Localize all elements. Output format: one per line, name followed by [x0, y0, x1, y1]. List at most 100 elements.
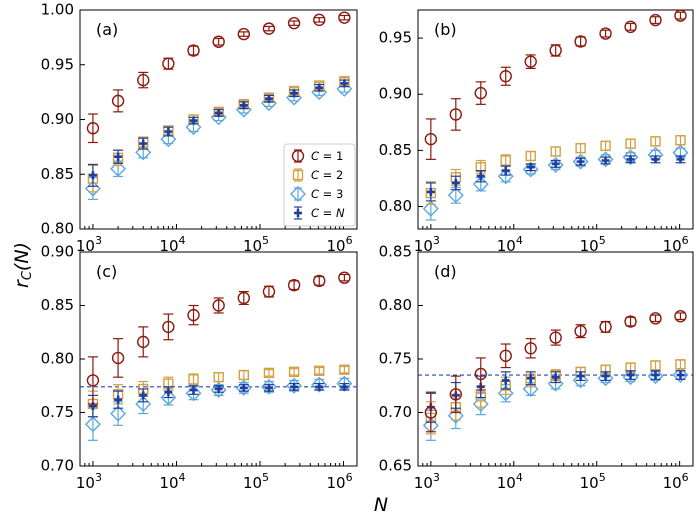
marker-circle — [262, 22, 276, 35]
marker-square — [650, 360, 661, 371]
y-tick-label: 0.95 — [41, 55, 74, 73]
marker-diamond — [185, 385, 202, 402]
x-tick-label: 103 — [414, 471, 440, 492]
marker-plus — [340, 79, 349, 88]
data-point — [263, 94, 274, 103]
x-tick-label: 105 — [243, 471, 269, 492]
marker-circle — [237, 291, 251, 305]
marker-diamond — [447, 187, 464, 204]
marker-circle — [524, 342, 537, 355]
marker-circle — [674, 310, 687, 323]
marker-plus — [626, 371, 635, 380]
data-point — [187, 304, 200, 326]
data-point — [188, 385, 199, 395]
data-point — [625, 138, 636, 149]
marker-square — [525, 150, 536, 162]
marker-plus — [676, 155, 685, 164]
data-point — [238, 101, 249, 110]
data-point — [111, 338, 125, 378]
marker-circle — [549, 331, 562, 344]
y-tick-label: 0.95 — [379, 29, 412, 47]
data-point — [475, 170, 486, 183]
marker-diamond — [160, 131, 177, 148]
marker-plus — [601, 372, 610, 381]
data-point — [525, 371, 536, 386]
data-point — [113, 149, 124, 164]
data-point — [525, 150, 536, 162]
marker-plus — [189, 386, 198, 395]
marker-diamond — [547, 375, 564, 392]
marker-plus — [214, 108, 223, 117]
data-point — [675, 370, 686, 380]
marker-diamond — [497, 168, 514, 185]
marker-diamond — [290, 186, 306, 202]
x-tick-label: 104 — [159, 471, 185, 492]
data-point — [574, 324, 587, 339]
data-point — [575, 371, 586, 381]
marker-plus — [626, 155, 635, 164]
marker-circle — [649, 312, 662, 325]
marker-square — [288, 366, 300, 378]
data-point — [212, 297, 225, 314]
data-point — [424, 118, 438, 160]
data-point — [213, 371, 224, 383]
data-point — [575, 157, 586, 166]
marker-plus — [290, 89, 299, 98]
marker-plus — [139, 139, 148, 148]
marker-circle — [599, 27, 612, 40]
marker-circle — [524, 55, 537, 68]
data-point — [162, 57, 175, 70]
plot-frame — [417, 251, 694, 467]
y-tick-label: 0.85 — [379, 243, 412, 261]
marker-diamond — [84, 416, 101, 433]
marker-plus — [676, 371, 685, 380]
x-tick-label: 106 — [326, 471, 352, 492]
marker-circle — [162, 57, 175, 70]
data-point — [449, 98, 463, 131]
data-point — [500, 154, 511, 167]
data-point — [187, 44, 200, 57]
data-point — [574, 35, 587, 48]
data-point — [314, 365, 325, 376]
y-tick-label: 1.00 — [41, 1, 74, 19]
data-point — [550, 146, 561, 157]
panel-label: (c) — [96, 262, 117, 281]
data-point — [339, 79, 350, 88]
marker-circle — [86, 374, 100, 387]
data-point — [163, 126, 174, 137]
x-tick-label: 105 — [580, 234, 606, 255]
x-axis-title: N — [374, 494, 388, 516]
marker-diamond — [235, 379, 252, 396]
data-point — [137, 71, 150, 89]
data-point — [289, 89, 300, 98]
data-point — [674, 9, 687, 22]
marker-circle — [338, 11, 351, 24]
marker-square — [238, 369, 250, 381]
marker-diamond — [572, 372, 589, 389]
data-point — [625, 155, 636, 164]
marker-plus — [576, 372, 585, 381]
marker-circle — [424, 132, 438, 146]
series-C3 — [422, 144, 689, 221]
marker-square — [188, 374, 199, 385]
data-point — [86, 113, 100, 144]
marker-plus — [139, 391, 148, 400]
data-point — [314, 382, 325, 391]
marker-plus — [189, 116, 198, 125]
marker-circle — [338, 271, 351, 284]
marker-plus — [340, 382, 349, 391]
legend: C = 1 C = 2 C = 3 C = N — [283, 143, 356, 227]
data-point — [599, 320, 612, 334]
marker-plus — [315, 382, 324, 391]
marker-diamond — [647, 368, 664, 385]
data-point — [313, 274, 326, 288]
data-point — [313, 13, 326, 27]
panel-3: 0.65 0.70 0.75 0.80 0.85 103 104 105 106 (d) — [379, 243, 694, 492]
marker-plus — [264, 94, 273, 103]
marker-plus — [576, 157, 585, 166]
data-point — [500, 165, 511, 176]
data-point — [137, 326, 150, 358]
legend-item: C = 2 — [292, 168, 343, 182]
